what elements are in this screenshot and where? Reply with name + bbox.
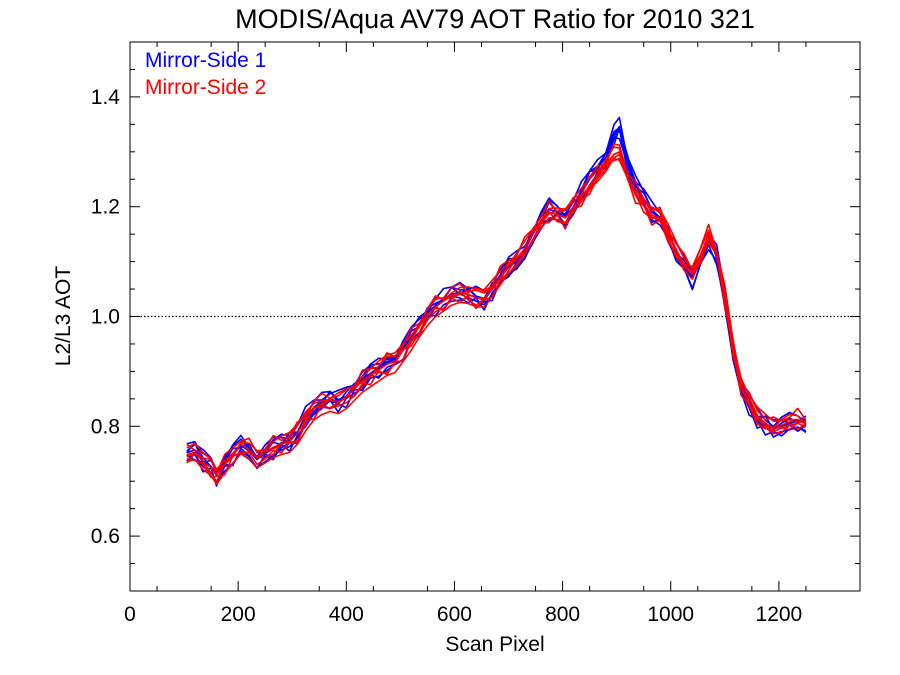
x-tick-label: 0 <box>124 603 136 626</box>
series-line-2-5 <box>186 151 807 471</box>
x-axis-label: Scan Pixel <box>445 633 544 656</box>
y-tick-label: 1.2 <box>91 196 120 219</box>
axes: 0 200 400 600 800 1000 1200 0.6 0.8 1.0 1.2 1.4 <box>91 42 860 626</box>
y-axis-label: L2/L3 AOT <box>52 266 75 367</box>
x-tick-label: 1200 <box>756 603 803 626</box>
x-tick-label: 1000 <box>647 603 694 626</box>
series-line-2-7 <box>186 146 807 472</box>
x-tick-label: 800 <box>545 603 580 626</box>
x-tick-label: 600 <box>437 603 472 626</box>
series-2 <box>186 143 807 485</box>
y-tick-label: 1.4 <box>91 86 121 109</box>
y-tick-label: 1.0 <box>91 306 120 329</box>
x-tick-label: 200 <box>221 603 256 626</box>
legend-entry-mirror-side-1: Mirror-Side 1 <box>145 49 266 72</box>
series-line-2-6 <box>186 157 807 479</box>
plot-area <box>130 116 860 487</box>
chart-title: MODIS/Aqua AV79 AOT Ratio for 2010 321 <box>235 4 755 34</box>
x-tick-label: 400 <box>329 603 364 626</box>
legend-entry-mirror-side-2: Mirror-Side 2 <box>145 76 266 99</box>
y-tick-label: 0.6 <box>91 525 120 548</box>
y-tick-label: 0.8 <box>91 415 120 438</box>
